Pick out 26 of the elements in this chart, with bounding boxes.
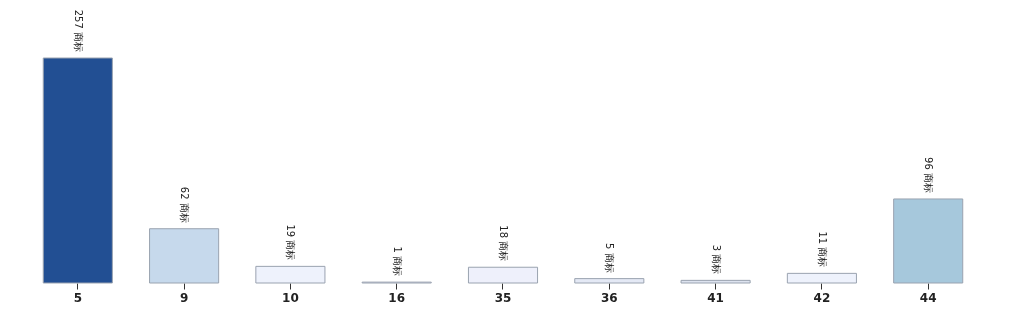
data-label: 18 商标 — [498, 225, 509, 262]
x-tick-label: 9 — [179, 290, 189, 305]
data-label: 3 商标 — [710, 244, 722, 275]
x-tick-label: 35 — [494, 290, 512, 305]
data-label: 257 商标 — [72, 9, 84, 52]
x-tick-label: 16 — [388, 290, 406, 305]
data-label: 96 商标 — [923, 157, 935, 193]
x-tick-label: 42 — [813, 290, 831, 305]
data-label: 11 商标 — [816, 231, 828, 268]
x-tick-label: 36 — [600, 290, 618, 305]
data-label: 5 商标 — [604, 243, 616, 273]
x-tick-label: 5 — [73, 290, 82, 305]
bar — [574, 278, 645, 284]
bar — [149, 228, 220, 284]
data-label: 19 商标 — [285, 224, 297, 261]
bar — [786, 272, 857, 284]
bar — [893, 198, 964, 284]
x-tick-label: 10 — [282, 290, 299, 305]
x-tick-label: 44 — [919, 290, 937, 305]
bar — [680, 279, 751, 284]
data-label: 1 商标 — [391, 246, 403, 277]
bar — [42, 57, 113, 284]
bar — [255, 265, 326, 284]
x-tick-label: 41 — [707, 290, 724, 305]
data-label: 62 商标 — [179, 186, 191, 223]
bar — [467, 266, 539, 284]
